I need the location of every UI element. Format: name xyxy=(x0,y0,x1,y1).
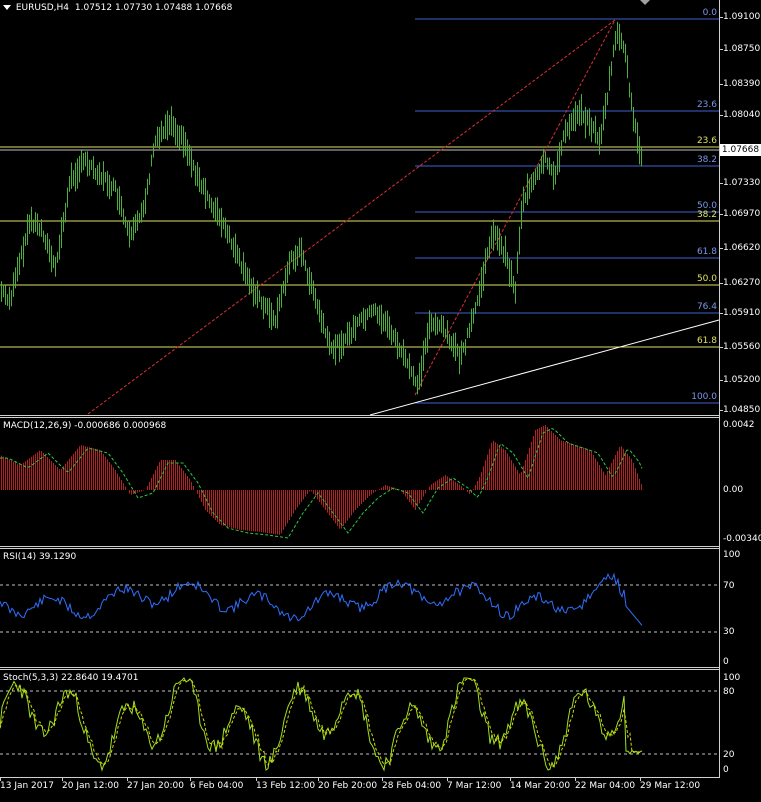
chart-shift-marker-icon[interactable] xyxy=(640,0,650,5)
fibo-blue-level-label: 76.4 xyxy=(696,302,717,312)
ohlc-values: 1.07512 1.07730 1.07488 1.07668 xyxy=(74,3,233,13)
price-axis-label: 1.06620 xyxy=(723,243,761,253)
price-axis-label: 1.05910 xyxy=(723,308,761,318)
time-axis-label: 20 Jan 12:00 xyxy=(62,781,119,791)
price-axis-tick xyxy=(719,17,723,18)
macd-axis-zero: 0.00 xyxy=(723,485,744,495)
time-axis-label: 13 Feb 12:00 xyxy=(256,781,316,791)
chart-header: EURUSD,H4 1.07512 1.07730 1.07488 1.0766… xyxy=(3,3,232,13)
stoch-axis-100: 100 xyxy=(723,673,741,683)
time-axis-tick xyxy=(575,777,576,781)
fibo-blue-level-label: 100.0 xyxy=(691,392,717,402)
price-axis-tick xyxy=(719,248,723,249)
price-axis-label: 1.06270 xyxy=(723,278,761,288)
time-axis-tick xyxy=(256,777,257,781)
price-axis-tick xyxy=(719,84,723,85)
stoch-axis-20: 20 xyxy=(723,750,735,760)
time-axis-label: 13 Jan 2017 xyxy=(0,781,54,791)
price-axis-label: 1.05560 xyxy=(723,342,761,352)
price-axis-tick xyxy=(719,214,723,215)
price-axis-tick xyxy=(719,49,723,50)
time-axis-tick xyxy=(0,777,1,781)
price-axis-label: 1.07330 xyxy=(723,178,761,188)
time-axis-label: 14 Mar 20:00 xyxy=(510,781,571,791)
trendline-red xyxy=(87,19,616,415)
stoch-axis-80: 80 xyxy=(723,687,735,697)
macd-title: MACD(12,26,9) -0.000686 0.000968 xyxy=(3,421,167,431)
time-axis-tick xyxy=(190,777,191,781)
price-axis-label: 1.04850 xyxy=(723,405,761,415)
stoch-main-line xyxy=(0,677,643,772)
price-axis-label: 1.08750 xyxy=(723,44,761,54)
stoch-signal-line xyxy=(0,677,643,768)
symbol-label: EURUSD,H4 xyxy=(15,3,69,13)
fibo-yellow-level-label: 61.8 xyxy=(696,336,717,346)
price-axis-tick xyxy=(719,380,723,381)
fibo-yellow-level-label: 23.6 xyxy=(696,136,717,146)
fibo-yellow-level-label: 38.2 xyxy=(696,210,717,220)
fibo-yellow-level-label: 50.0 xyxy=(696,274,717,284)
trendline-white xyxy=(369,319,720,416)
time-axis-label: 22 Mar 04:00 xyxy=(575,781,636,791)
trendline-red-fibo xyxy=(414,19,616,396)
rsi-title: RSI(14) 39.1290 xyxy=(3,552,77,562)
price-axis-tick xyxy=(719,115,723,116)
time-axis-label: 28 Feb 04:00 xyxy=(382,781,442,791)
price-axis-label: 1.06970 xyxy=(723,209,761,219)
price-axis-label: 1.09100 xyxy=(723,12,761,22)
rsi-line xyxy=(0,572,643,626)
price-axis-tick xyxy=(719,283,723,284)
price-axis-label: 1.08390 xyxy=(723,79,761,89)
rsi-axis-0: 0 xyxy=(723,657,729,667)
time-axis-label: 7 Mar 12:00 xyxy=(447,781,502,791)
time-axis-border xyxy=(0,777,719,778)
fibo-blue-level-label: 38.2 xyxy=(696,155,717,165)
price-axis-tick xyxy=(719,313,723,314)
time-axis-tick xyxy=(447,777,448,781)
rsi-pane-top-border xyxy=(0,548,719,549)
macd-axis-max: 0.0042 xyxy=(723,420,755,430)
rsi-pane-bottom-border xyxy=(0,667,719,668)
price-axis-label: 1.08040 xyxy=(723,110,761,120)
time-axis-tick xyxy=(382,777,383,781)
rsi-axis-70: 70 xyxy=(723,581,735,591)
time-axis-tick xyxy=(62,777,63,781)
stoch-pane-top-border xyxy=(0,669,719,670)
rsi-axis-30: 30 xyxy=(723,627,735,637)
price-axis-tick xyxy=(719,410,723,411)
stoch-title: Stoch(5,3,3) 22.8640 19.4701 xyxy=(3,673,139,683)
price-axis-tick xyxy=(719,183,723,184)
rsi-axis-100: 100 xyxy=(723,550,741,560)
fibo-blue-level-label: 61.8 xyxy=(696,247,717,257)
triangle-down-icon[interactable] xyxy=(3,5,11,10)
time-axis-tick xyxy=(640,777,641,781)
current-price-label: 1.07668 xyxy=(720,144,761,156)
time-axis-label: 27 Jan 20:00 xyxy=(127,781,184,791)
time-axis-tick xyxy=(318,777,319,781)
time-axis-label: 20 Feb 20:00 xyxy=(318,781,378,791)
time-axis-tick xyxy=(127,777,128,781)
time-axis-tick xyxy=(510,777,511,781)
fibo-blue-level-label: 0.0 xyxy=(702,8,717,18)
fibo-blue-level-label: 50.0 xyxy=(696,201,717,211)
macd-signal-line xyxy=(0,427,643,539)
time-axis-label: 29 Mar 12:00 xyxy=(640,781,701,791)
stoch-axis-0: 0 xyxy=(723,765,729,775)
macd-axis-min: -0.00340 xyxy=(723,534,761,544)
fibo-blue-level-label: 23.6 xyxy=(696,100,717,110)
price-axis-label: 1.05200 xyxy=(723,375,761,385)
price-axis[interactable] xyxy=(719,0,761,778)
main-pane-bottom-border xyxy=(0,415,719,416)
macd-pane-top-border xyxy=(0,417,719,418)
macd-pane-bottom-border xyxy=(0,546,719,547)
price-axis-tick xyxy=(719,347,723,348)
time-axis-label: 6 Feb 04:00 xyxy=(190,781,244,791)
